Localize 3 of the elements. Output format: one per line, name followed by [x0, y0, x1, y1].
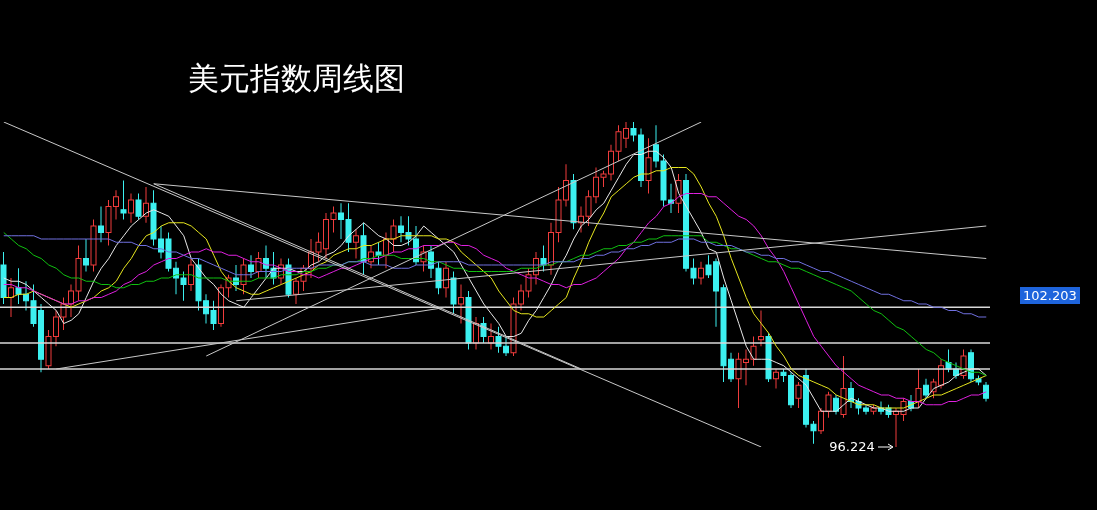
chart-title: 美元指数周线图 [188, 59, 405, 98]
annotation: 96.224 [829, 439, 875, 454]
text: 102.203 [1020, 287, 1080, 304]
